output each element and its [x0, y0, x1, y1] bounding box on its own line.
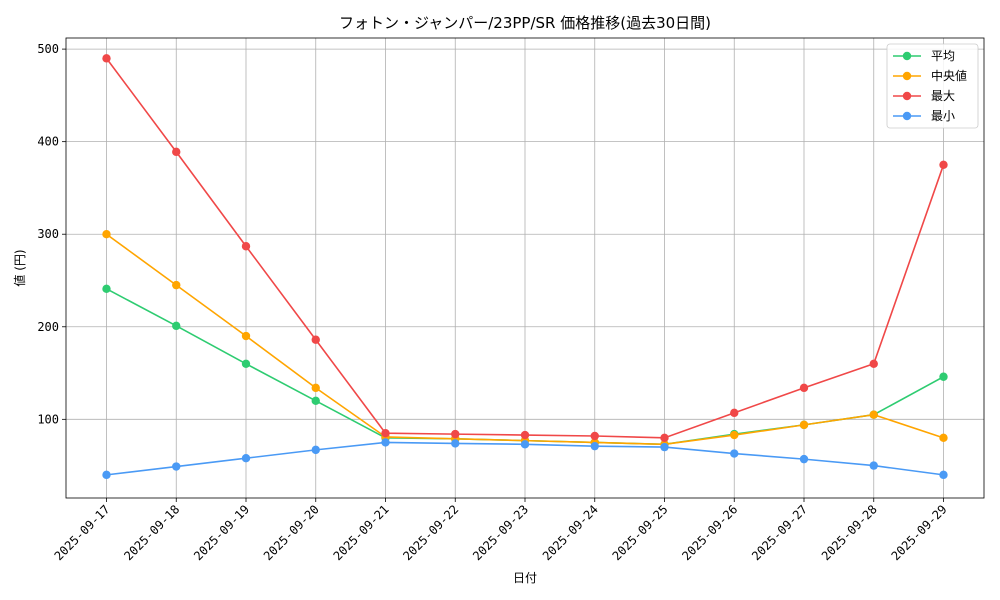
y-tick-label: 100	[37, 412, 59, 426]
data-point	[172, 321, 181, 331]
legend-item: 中央値	[893, 68, 967, 83]
data-point	[172, 462, 181, 471]
data-point	[799, 420, 809, 430]
data-point	[660, 433, 669, 443]
x-tick-label: 2025-09-25	[610, 502, 671, 563]
y-axis-label: 値 (円)	[12, 249, 27, 286]
x-axis-label: 日付	[513, 571, 537, 585]
data-point	[102, 470, 111, 480]
data-point	[311, 445, 320, 455]
data-point	[381, 429, 390, 438]
plot-frame	[65, 37, 985, 499]
legend-item: 平均	[893, 49, 955, 63]
legend-label: 中央値	[931, 68, 967, 83]
data-point	[799, 454, 809, 464]
x-tick-label: 2025-09-17	[52, 502, 113, 563]
data-point	[102, 230, 111, 239]
data-point	[799, 383, 809, 393]
x-tick-label: 2025-09-21	[331, 502, 392, 563]
data-point	[311, 335, 320, 344]
legend-box	[886, 43, 979, 129]
data-point	[660, 442, 669, 452]
data-point	[451, 429, 460, 439]
data-point	[172, 147, 181, 157]
data-point	[939, 470, 948, 480]
legend-label: 平均	[931, 49, 955, 63]
data-point	[241, 359, 251, 368]
grid	[66, 38, 984, 498]
x-tick-label: 2025-09-28	[819, 502, 880, 563]
legend-item: 最小	[893, 109, 955, 123]
data-point	[241, 242, 251, 251]
x-tick-label: 2025-09-20	[261, 502, 322, 563]
data-point	[311, 396, 320, 406]
data-point	[311, 383, 320, 393]
legend-item: 最大	[893, 89, 955, 103]
x-tick-label: 2025-09-29	[889, 502, 950, 563]
data-point	[102, 284, 111, 294]
y-tick-label: 500	[37, 42, 59, 56]
chart-title: フォトン・ジャンパー/23PP/SR 価格推移(過去30日間)	[339, 14, 711, 32]
x-tick-label: 2025-09-22	[400, 502, 461, 563]
y-axis-ticks: 100 200 300 400 500	[37, 42, 66, 426]
series-group	[102, 54, 948, 480]
data-point	[730, 449, 739, 458]
x-tick-label: 2025-09-23	[470, 502, 531, 563]
series-3	[102, 438, 948, 480]
data-point	[241, 454, 251, 463]
data-point	[451, 439, 460, 448]
y-tick-label: 400	[37, 135, 59, 149]
y-tick-label: 200	[37, 320, 59, 334]
data-point	[381, 438, 390, 447]
data-point	[590, 431, 599, 441]
legend-swatch-marker	[902, 71, 912, 81]
data-point	[730, 430, 739, 440]
x-tick-label: 2025-09-26	[679, 502, 740, 563]
x-tick-label: 2025-09-27	[749, 502, 810, 563]
data-point	[241, 331, 251, 341]
legend-swatch-marker	[902, 91, 912, 101]
data-point	[520, 430, 530, 440]
data-point	[520, 440, 530, 449]
legend-swatch-marker	[902, 51, 912, 61]
data-point	[730, 408, 739, 418]
data-point	[939, 372, 948, 381]
y-tick-label: 300	[37, 227, 59, 241]
data-point	[939, 433, 948, 443]
series-2	[102, 54, 948, 443]
x-axis-ticks: 2025-09-17 2025-09-18 2025-09-19 2025-09-20…	[52, 498, 950, 563]
data-point	[869, 461, 878, 470]
data-point	[172, 280, 181, 290]
data-point	[590, 441, 599, 451]
legend-label: 最大	[931, 89, 955, 103]
x-tick-label: 2025-09-24	[540, 502, 601, 563]
data-point	[939, 160, 948, 170]
legend-swatch-marker	[902, 111, 912, 121]
data-point	[869, 359, 878, 368]
data-point	[869, 410, 878, 419]
data-point	[102, 54, 111, 63]
x-tick-label: 2025-09-19	[191, 502, 252, 563]
x-tick-label: 2025-09-18	[121, 502, 182, 563]
legend-label: 最小	[931, 109, 955, 123]
